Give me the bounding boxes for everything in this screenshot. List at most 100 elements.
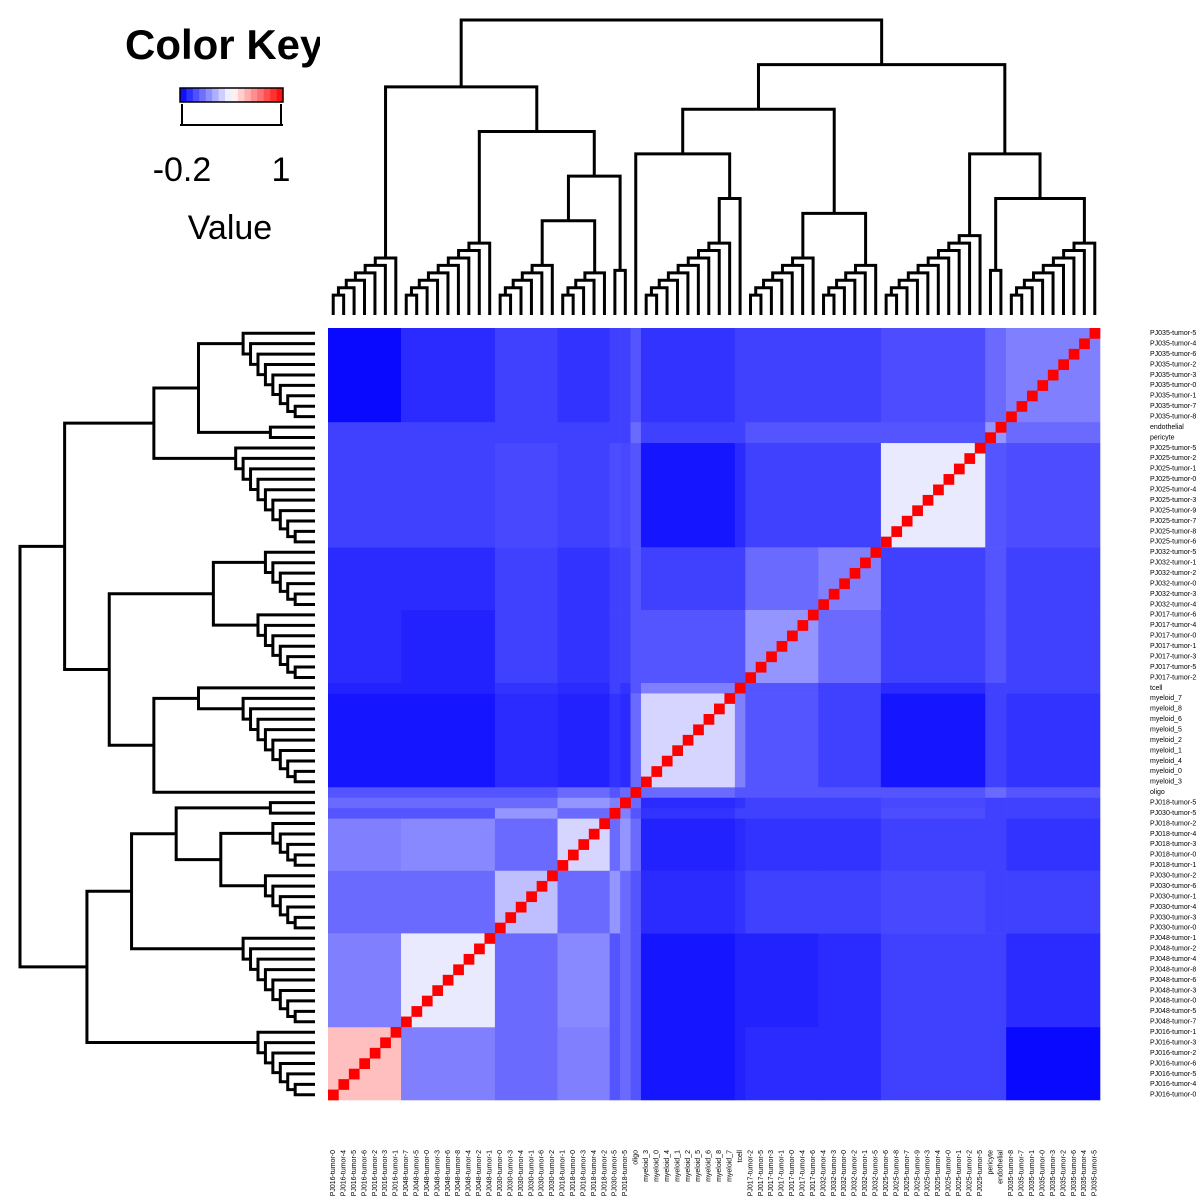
heatmap-block <box>401 328 496 423</box>
diagonal-cell <box>442 974 454 986</box>
heatmap-block <box>640 787 736 798</box>
row-label: PJ018-tumor-4 <box>1150 831 1196 838</box>
heatmap-block <box>557 442 610 548</box>
heatmap-block <box>401 432 496 444</box>
heatmap-block <box>401 421 496 433</box>
heatmap-block <box>880 787 986 798</box>
row-label: PJ025-tumor-1 <box>1150 466 1196 473</box>
heatmap-block <box>630 1026 642 1101</box>
heatmap-block <box>620 693 631 788</box>
heatmap-block <box>985 818 996 871</box>
color-key-swatch <box>244 88 252 102</box>
top-dendrogram-link <box>884 293 899 315</box>
heatmap-block <box>995 328 1007 423</box>
row-label: PJ025-tumor-2 <box>1150 455 1196 462</box>
left-dendrogram-link <box>286 519 315 539</box>
heatmap-block <box>745 1026 819 1101</box>
heatmap-block <box>985 609 996 684</box>
left-dendrogram-link <box>286 999 315 1019</box>
heatmap-block <box>745 693 819 788</box>
row-label: PJ018-tumor-0 <box>1150 852 1196 859</box>
top-dendrogram-link <box>404 293 419 315</box>
heatmap-block <box>818 818 882 871</box>
color-key-frame <box>179 87 284 103</box>
heatmap-block <box>557 682 610 694</box>
heatmap-block <box>494 818 558 871</box>
heatmap-block <box>1006 870 1101 934</box>
heatmap-block <box>609 797 621 809</box>
row-label: tcell <box>1150 685 1163 692</box>
heatmap-block <box>995 797 1007 809</box>
column-label: PJ035-tumor-3 <box>1050 1150 1057 1196</box>
heatmap-block <box>818 682 882 694</box>
row-label: PJ048-tumor-3 <box>1150 987 1196 994</box>
column-label: PJ048-tumor-4 <box>466 1150 473 1196</box>
column-label: PJ030-tumor-3 <box>507 1150 514 1196</box>
left-dendrogram-link <box>286 394 315 413</box>
heatmap-block <box>818 797 882 809</box>
diagonal-cell <box>348 1068 360 1080</box>
row-label: PJ048-tumor-1 <box>1150 935 1196 942</box>
column-label: myeloid_2 <box>685 1150 692 1182</box>
diagonal-cell <box>724 693 736 704</box>
heatmap-block <box>818 432 882 444</box>
row-label: PJ032-tumor-1 <box>1150 560 1196 567</box>
row-label: PJ032-tumor-0 <box>1150 580 1196 587</box>
heatmap-block <box>609 787 621 798</box>
row-label: PJ035-tumor-4 <box>1150 340 1196 347</box>
heatmap-block <box>985 787 996 798</box>
heatmap-block <box>880 328 986 423</box>
left-dendrogram-link <box>293 665 315 679</box>
heatmap-block <box>401 797 496 809</box>
heatmap-block <box>630 797 642 809</box>
heatmap-block <box>620 442 631 548</box>
row-label: PJ018-tumor-3 <box>1150 841 1196 848</box>
row-label: PJ016-tumor-6 <box>1150 1060 1196 1067</box>
color-key-swatch <box>199 88 207 102</box>
heatmap-block <box>818 1026 882 1101</box>
color-key-swatch <box>270 88 277 102</box>
heatmap-block <box>557 693 610 788</box>
heatmap-block <box>1006 682 1101 694</box>
heatmap-block <box>745 787 819 798</box>
column-label: PJ016-tumor-2 <box>372 1150 379 1196</box>
heatmap-block <box>401 609 496 684</box>
row-label: PJ032-tumor-4 <box>1150 601 1196 608</box>
heatmap-block <box>1006 421 1101 433</box>
heatmap-block <box>640 547 736 610</box>
heatmap-block <box>557 1026 610 1101</box>
top-dendrogram-link <box>754 286 773 315</box>
heatmap-block <box>401 807 496 819</box>
heatmap-block <box>630 807 642 819</box>
heatmap-block <box>745 421 819 433</box>
color-key-swatch <box>250 88 258 102</box>
heatmap-block <box>609 693 621 788</box>
diagonal-cell <box>640 776 652 788</box>
diagonal-cell <box>1079 338 1090 350</box>
left-dendrogram-link <box>293 769 315 784</box>
row-label: PJ030-tumor-2 <box>1150 873 1196 880</box>
row-label: PJ018-tumor-1 <box>1150 862 1196 869</box>
left-dendrogram-link <box>85 889 258 1044</box>
diagonal-cell <box>494 922 506 934</box>
diagonal-cell <box>734 682 746 694</box>
color-key-swatch <box>180 88 187 102</box>
diagonal-cell <box>599 818 610 830</box>
heatmap-block <box>640 1026 736 1101</box>
row-label: myeloid_5 <box>1150 726 1182 733</box>
heatmap-block <box>1006 547 1101 610</box>
heatmap-block <box>630 933 642 1028</box>
heatmap-block <box>1006 807 1101 819</box>
row-label: PJ030-tumor-3 <box>1150 914 1196 921</box>
row-label: PJ035-tumor-6 <box>1150 351 1196 358</box>
column-label: PJ030-tumor-0 <box>497 1150 504 1196</box>
diagonal-cell <box>776 640 788 652</box>
heatmap-block <box>630 609 642 684</box>
heatmap-block <box>734 807 746 819</box>
left-dendrogram-link <box>286 759 315 779</box>
heatmap-block <box>995 442 1007 548</box>
heatmap-block <box>557 328 610 423</box>
column-label: PJ025-tumor-6 <box>883 1150 890 1196</box>
row-label: PJ035-tumor-1 <box>1150 393 1196 400</box>
